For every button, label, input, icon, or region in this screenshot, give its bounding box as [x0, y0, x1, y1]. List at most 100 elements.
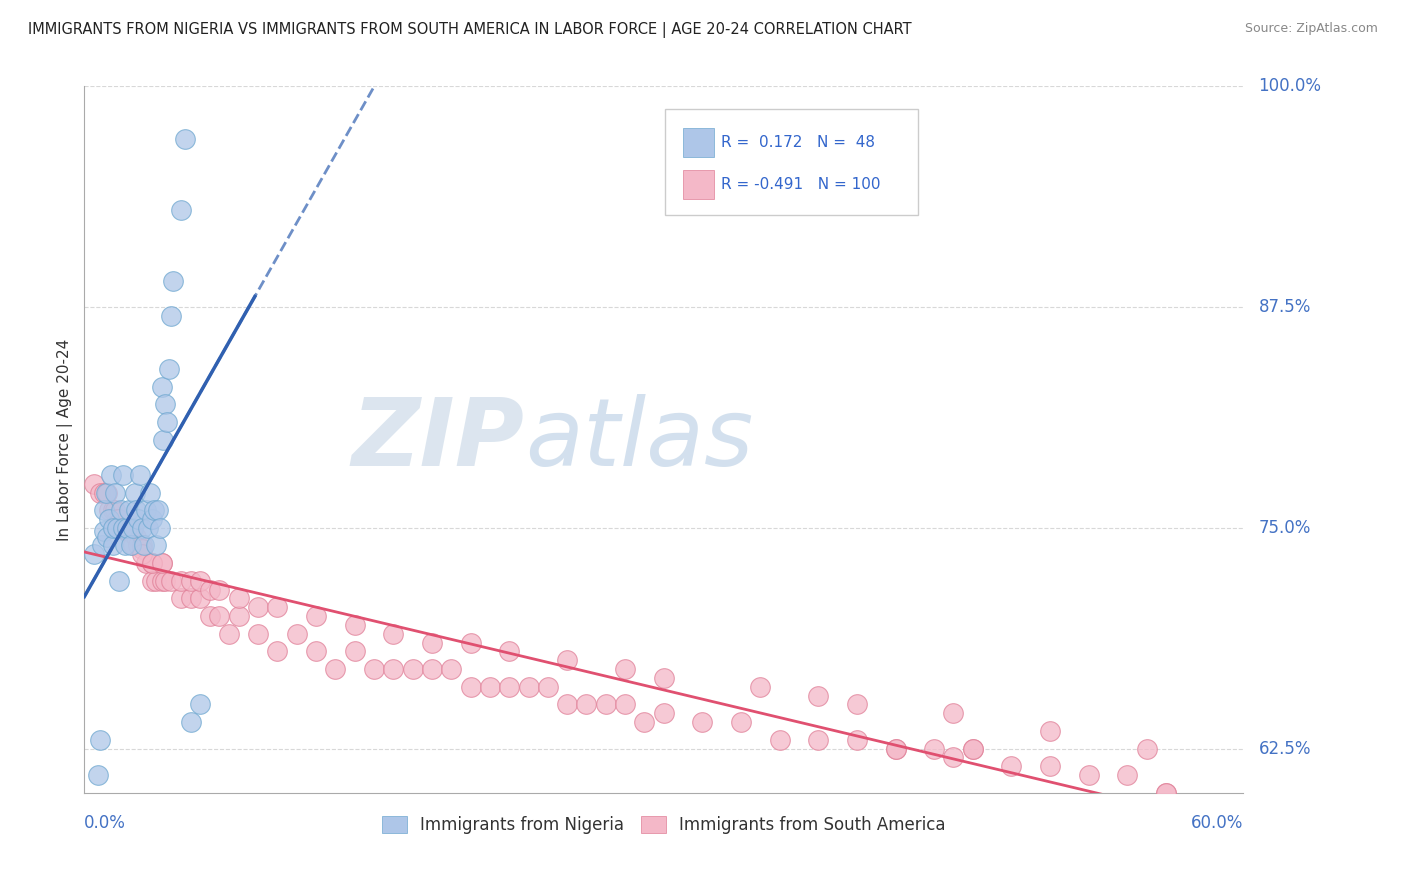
Point — [134, 539, 156, 553]
Point — [884, 741, 907, 756]
Point — [141, 556, 163, 570]
Point — [180, 714, 202, 729]
Point — [922, 741, 945, 756]
Point — [652, 671, 675, 685]
Text: atlas: atlas — [524, 394, 754, 485]
Text: 0.0%: 0.0% — [84, 814, 127, 832]
Point — [127, 512, 149, 526]
Point — [103, 503, 125, 517]
Point — [93, 485, 115, 500]
Point — [188, 591, 211, 606]
Point — [460, 680, 482, 694]
Point — [180, 574, 202, 588]
Point — [145, 574, 167, 588]
Text: ZIP: ZIP — [352, 393, 524, 485]
Point — [141, 556, 163, 570]
Point — [121, 524, 143, 539]
Point — [89, 485, 111, 500]
Point — [498, 680, 520, 694]
Text: 87.5%: 87.5% — [1258, 298, 1310, 316]
Point — [884, 741, 907, 756]
Point — [129, 467, 152, 482]
Point — [114, 521, 136, 535]
Point — [135, 556, 157, 570]
Point — [420, 635, 443, 649]
Point — [266, 644, 288, 658]
Point — [198, 609, 221, 624]
Point — [942, 706, 965, 721]
Point — [115, 521, 138, 535]
Point — [188, 574, 211, 588]
Point — [141, 512, 163, 526]
Point — [498, 644, 520, 658]
Point — [633, 714, 655, 729]
Point — [1000, 759, 1022, 773]
Point — [440, 662, 463, 676]
Point — [478, 680, 501, 694]
Point — [115, 524, 138, 539]
Point — [111, 521, 134, 535]
Point — [807, 732, 830, 747]
Point — [105, 512, 128, 526]
Point — [141, 574, 163, 588]
Point — [173, 132, 195, 146]
Point — [170, 202, 193, 217]
Point — [100, 467, 122, 482]
Point — [845, 698, 868, 712]
Point — [285, 626, 308, 640]
Point — [108, 574, 131, 588]
Point — [382, 626, 405, 640]
Point — [104, 485, 127, 500]
Point — [228, 609, 250, 624]
Point — [555, 698, 578, 712]
Point — [96, 485, 118, 500]
Point — [517, 680, 540, 694]
Point — [208, 582, 231, 597]
Y-axis label: In Labor Force | Age 20-24: In Labor Force | Age 20-24 — [58, 338, 73, 541]
Point — [127, 539, 149, 553]
Point — [135, 503, 157, 517]
Point — [83, 476, 105, 491]
Point — [420, 662, 443, 676]
Point — [343, 644, 366, 658]
Text: IMMIGRANTS FROM NIGERIA VS IMMIGRANTS FROM SOUTH AMERICA IN LABOR FORCE | AGE 20: IMMIGRANTS FROM NIGERIA VS IMMIGRANTS FR… — [28, 22, 911, 38]
Point — [382, 662, 405, 676]
Point — [94, 485, 117, 500]
Point — [83, 547, 105, 561]
Point — [537, 680, 560, 694]
Point — [1039, 759, 1062, 773]
Point — [614, 698, 637, 712]
Point — [150, 556, 173, 570]
Point — [160, 309, 183, 323]
Point — [150, 379, 173, 393]
Point — [1039, 723, 1062, 738]
Legend: Immigrants from Nigeria, Immigrants from South America: Immigrants from Nigeria, Immigrants from… — [382, 815, 946, 834]
Point — [749, 680, 772, 694]
Point — [150, 556, 173, 570]
Point — [247, 600, 270, 615]
Point — [1077, 768, 1099, 782]
Point — [114, 539, 136, 553]
Point — [93, 503, 115, 517]
Point — [87, 768, 110, 782]
Point — [111, 521, 134, 535]
Point — [325, 662, 347, 676]
Point — [555, 653, 578, 667]
Point — [142, 503, 165, 517]
Point — [1116, 768, 1139, 782]
Point — [1136, 741, 1159, 756]
Point — [104, 503, 127, 517]
Point — [160, 574, 183, 588]
Point — [103, 521, 125, 535]
Point — [90, 539, 112, 553]
Point — [139, 485, 162, 500]
Point — [247, 626, 270, 640]
Point — [93, 524, 115, 539]
Point — [218, 626, 240, 640]
Point — [155, 574, 177, 588]
Point — [575, 698, 598, 712]
Point — [149, 521, 172, 535]
Point — [170, 574, 193, 588]
Text: 62.5%: 62.5% — [1258, 739, 1312, 757]
Point — [162, 274, 184, 288]
